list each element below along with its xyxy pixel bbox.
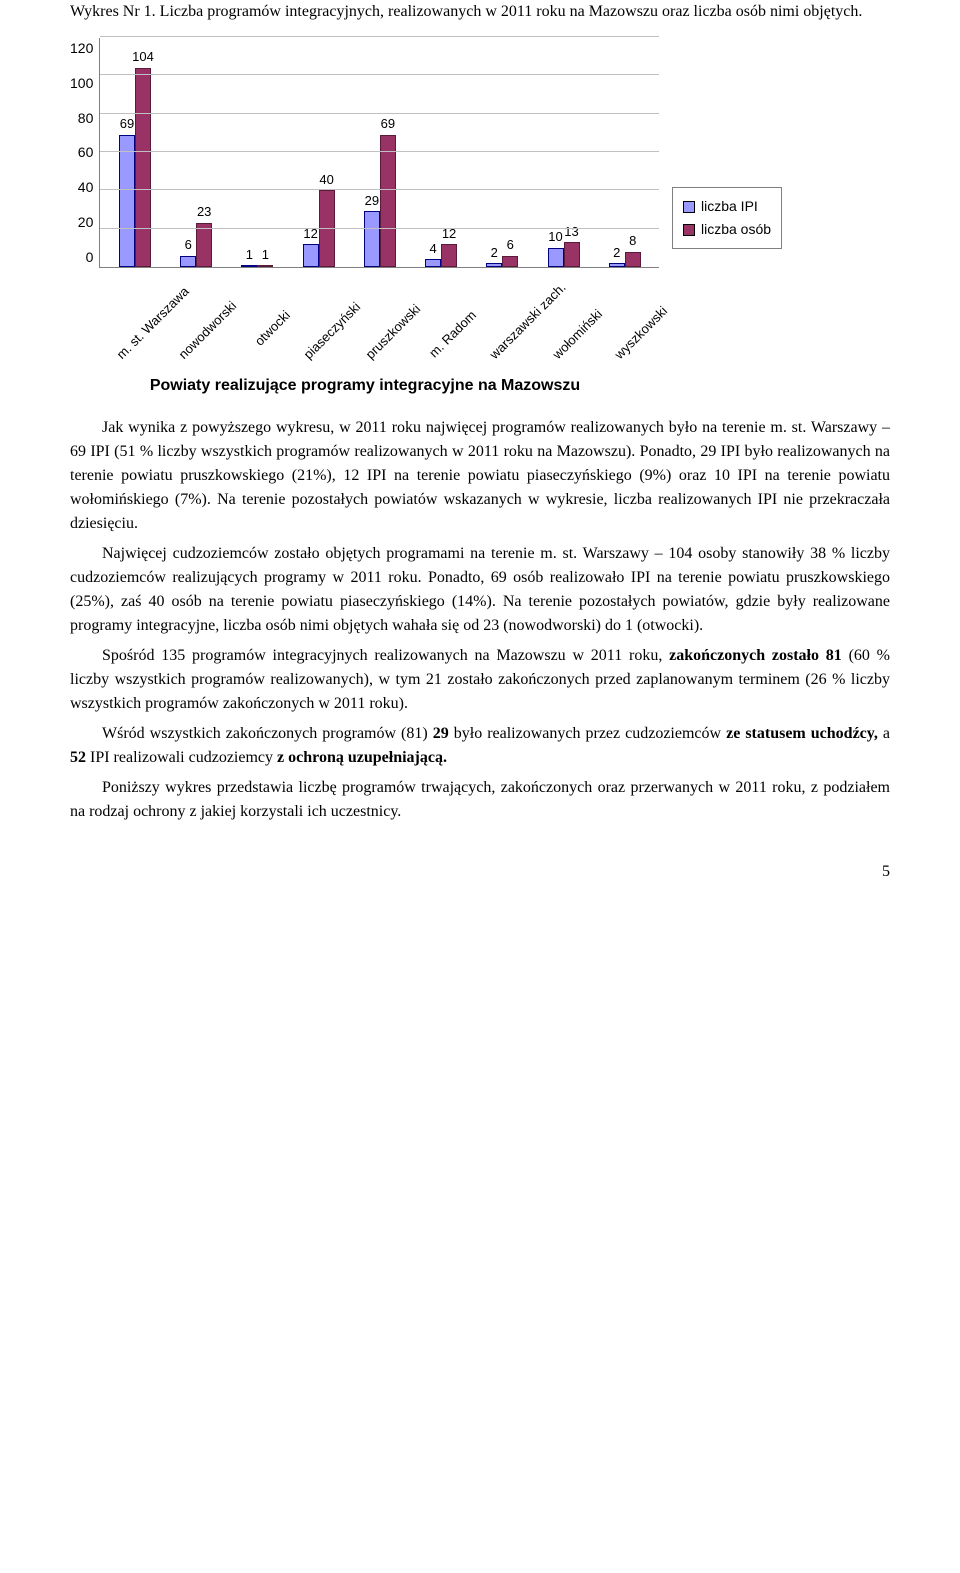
text-span: IPI realizowali cudzoziemcy xyxy=(86,749,277,766)
bar-osob: 13 xyxy=(564,242,580,267)
grid-line xyxy=(100,36,659,37)
bold-span: 29 xyxy=(433,725,449,742)
bar-osob: 12 xyxy=(441,244,457,267)
bar-pair: 412 xyxy=(425,244,457,267)
bar-value-label: 104 xyxy=(128,47,158,67)
grid-line xyxy=(100,113,659,114)
bar-value-label: 69 xyxy=(373,114,403,134)
bar-osob: 69 xyxy=(380,135,396,267)
bold-span: ze statusem uchodźcy, xyxy=(726,725,878,742)
bar-pair: 623 xyxy=(180,223,212,267)
bar-ipi: 6 xyxy=(180,256,196,268)
legend-item-ipi: liczba IPI xyxy=(683,196,771,217)
ytick-label: 0 xyxy=(86,247,94,268)
bar-ipi: 4 xyxy=(425,259,441,267)
legend-label-osob: liczba osób xyxy=(701,219,771,240)
bar-value-label: 1 xyxy=(250,245,280,265)
bar-ipi: 2 xyxy=(486,263,502,267)
ytick-label: 120 xyxy=(70,38,93,59)
bar-ipi: 69 xyxy=(119,135,135,267)
chart-container: 120100806040200 691046231112402969412261… xyxy=(70,38,890,398)
bar-pair: 2969 xyxy=(364,135,396,267)
text-span: Wśród wszystkich zakończonych programów … xyxy=(102,725,433,742)
bar-osob: 40 xyxy=(319,190,335,267)
text-span: Spośród 135 programów integracyjnych rea… xyxy=(102,647,669,664)
ytick-label: 60 xyxy=(78,142,94,163)
y-axis: 120 100 80 60 40 20 0 xyxy=(70,38,99,268)
body-para-2: Najwięcej cudzoziemców zostało objętych … xyxy=(70,542,890,638)
page-number: 5 xyxy=(70,860,890,884)
ytick-label: 20 xyxy=(78,212,94,233)
bar-value-label: 8 xyxy=(618,231,648,251)
bars-group: 69104623111240296941226101328 xyxy=(100,38,659,267)
legend-label-ipi: liczba IPI xyxy=(701,196,758,217)
body-para-4: Wśród wszystkich zakończonych programów … xyxy=(70,722,890,770)
bar-pair: 26 xyxy=(486,256,518,268)
bar-osob: 8 xyxy=(625,252,641,267)
bar-pair: 69104 xyxy=(119,68,151,267)
bar-pair: 28 xyxy=(609,252,641,267)
swatch-ipi xyxy=(683,201,695,213)
grid-line xyxy=(100,228,659,229)
bold-span: z ochroną uzupełniającą. xyxy=(277,749,447,766)
chart-legend: liczba IPI liczba osób xyxy=(672,187,782,249)
grid-line xyxy=(100,189,659,190)
bar-ipi: 1 xyxy=(241,265,257,267)
bar-osob: 1 xyxy=(257,265,273,267)
bar-value-label: 23 xyxy=(189,202,219,222)
bar-pair: 1013 xyxy=(548,242,580,267)
legend-item-osob: liczba osób xyxy=(683,219,771,240)
body-para-5: Poniższy wykres przedstawia liczbę progr… xyxy=(70,776,890,824)
chart-frame: 120100806040200 691046231112402969412261… xyxy=(70,38,660,398)
bar-osob: 6 xyxy=(502,256,518,268)
swatch-osob xyxy=(683,224,695,236)
ytick-label: 80 xyxy=(78,108,94,129)
bar-value-label: 12 xyxy=(434,224,464,244)
body-para-3: Spośród 135 programów integracyjnych rea… xyxy=(70,644,890,716)
bar-ipi: 2 xyxy=(609,263,625,267)
bar-pair: 1240 xyxy=(303,190,335,267)
bar-value-label: 6 xyxy=(495,235,525,255)
text-span: było realizowanych przez cudzoziemców xyxy=(449,725,726,742)
bar-osob: 104 xyxy=(135,68,151,267)
bar-ipi: 12 xyxy=(303,244,319,267)
bold-span: zakończonych zostało 81 xyxy=(669,647,842,664)
bar-value-label: 40 xyxy=(312,170,342,190)
x-axis-labels: m. st. Warszawanowodworskiotwockipiasecz… xyxy=(100,268,660,348)
ytick-label: 100 xyxy=(70,73,93,94)
text-span: a xyxy=(878,725,890,742)
bar-value-label: 13 xyxy=(557,222,587,242)
bar-osob: 23 xyxy=(196,223,212,267)
bar-pair: 11 xyxy=(241,265,273,267)
bold-span: 52 xyxy=(70,749,86,766)
bar-ipi: 29 xyxy=(364,211,380,267)
chart-caption: Wykres Nr 1. Liczba programów integracyj… xyxy=(70,0,890,24)
grid-line xyxy=(100,151,659,152)
ytick-label: 40 xyxy=(78,177,94,198)
grid-line xyxy=(100,74,659,75)
plot-area: 69104623111240296941226101328 xyxy=(99,38,659,268)
bar-ipi: 10 xyxy=(548,248,564,267)
body-para-1: Jak wynika z powyższego wykresu, w 2011 … xyxy=(70,416,890,536)
